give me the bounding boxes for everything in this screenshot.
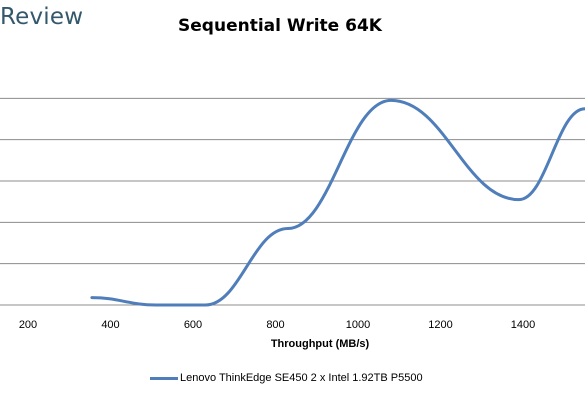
brand-logo-text: Review (0, 4, 84, 30)
x-tick-label: 1400 (511, 319, 535, 331)
x-tick-label: 1200 (428, 319, 452, 331)
legend-swatch (150, 376, 178, 380)
x-axis-ticks: 200 400 600 800 1000 1200 1400 (19, 319, 535, 331)
x-tick-label: 200 (19, 319, 37, 331)
legend-label: Lenovo ThinkEdge SE450 2 x Intel 1.92TB … (180, 372, 423, 384)
series-line-0 (90, 98, 585, 307)
x-tick-label: 1000 (346, 319, 370, 331)
x-tick-label: 400 (101, 319, 119, 331)
chart-title: Sequential Write 64K (178, 16, 382, 36)
x-axis-label: Throughput (MB/s) (270, 338, 370, 350)
legend: Lenovo ThinkEdge SE450 2 x Intel 1.92TB … (150, 372, 423, 384)
x-tick-label: 800 (266, 319, 284, 331)
gridlines (0, 97, 585, 306)
series-lines (90, 98, 585, 307)
x-tick-label: 600 (184, 319, 202, 331)
